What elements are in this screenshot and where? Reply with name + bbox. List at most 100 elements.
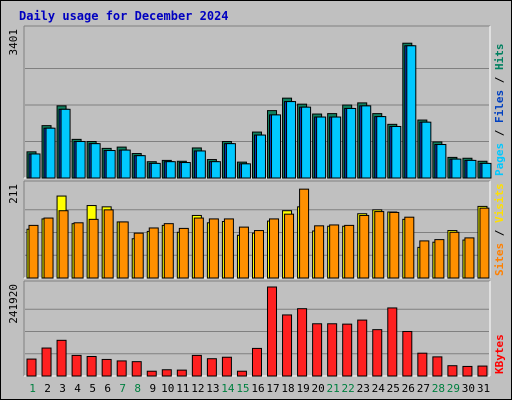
legend-part: / <box>493 123 506 143</box>
x-tick-label-day-6: 6 <box>104 382 111 395</box>
bar-pages-day-23 <box>361 105 372 179</box>
bar-sites-day-29 <box>449 231 460 279</box>
bar-pages-day-8 <box>135 155 146 179</box>
bar-kbytes-day-20 <box>312 323 323 377</box>
bar-sites-day-28 <box>434 239 445 279</box>
y-max-label-middle: 211 <box>7 184 20 204</box>
bar-pages-day-22 <box>346 107 357 179</box>
bar-sites-day-6 <box>103 209 114 279</box>
bar-sites-day-23 <box>359 214 370 279</box>
panel-middle: 211 Sites / Visits <box>7 180 506 279</box>
bar-pages-day-11 <box>180 162 191 179</box>
panel-bottom: 241920 KBytes <box>7 280 506 377</box>
x-tick-label-day-25: 25 <box>387 382 400 395</box>
bar-kbytes-day-19 <box>297 308 308 377</box>
bar-kbytes-day-24 <box>372 329 383 377</box>
x-tick-label-day-8: 8 <box>134 382 141 395</box>
bar-sites-day-12 <box>193 217 204 279</box>
bar-pages-day-30 <box>466 159 477 179</box>
bar-sites-day-8 <box>133 232 144 279</box>
bar-kbytes-day-29 <box>447 365 458 377</box>
bar-pages-day-25 <box>391 125 402 179</box>
x-tick-label-day-16: 16 <box>251 382 264 395</box>
bar-kbytes-day-30 <box>462 365 473 377</box>
x-tick-label-day-13: 13 <box>206 382 219 395</box>
bar-pages-day-12 <box>195 150 206 179</box>
bar-sites-day-21 <box>329 224 340 279</box>
x-tick-label-day-27: 27 <box>417 382 430 395</box>
y-max-label-bottom: 241920 <box>7 284 20 324</box>
bar-sites-day-2 <box>43 217 54 279</box>
bar-kbytes-day-9 <box>146 370 157 377</box>
bar-kbytes-day-21 <box>327 323 338 377</box>
bar-sites-day-17 <box>269 218 280 279</box>
x-tick-label-day-22: 22 <box>342 382 355 395</box>
bar-kbytes-day-27 <box>417 352 428 377</box>
bar-kbytes-day-14 <box>221 356 232 377</box>
bar-kbytes-day-8 <box>131 361 142 377</box>
bar-kbytes-day-13 <box>206 358 217 377</box>
bar-kbytes-day-23 <box>357 319 368 377</box>
bar-kbytes-day-15 <box>236 370 247 377</box>
bar-sites-day-5 <box>88 218 99 279</box>
chart-panels: 3401 Pages / Files / Hits 211 Sites / Visit… <box>7 25 506 377</box>
bar-kbytes-day-4 <box>71 354 82 377</box>
series-legend-middle: Sites / Visits <box>493 183 506 276</box>
bar-pages-day-4 <box>75 141 86 179</box>
bar-kbytes-day-3 <box>56 339 67 377</box>
bar-kbytes-day-1 <box>26 358 37 377</box>
bar-pages-day-16 <box>255 134 266 179</box>
legend-part: / <box>493 223 506 243</box>
series-legend-bottom: KBytes <box>493 334 506 374</box>
x-tick-label-day-12: 12 <box>191 382 204 395</box>
bar-sites-day-14 <box>223 218 234 279</box>
bar-kbytes-day-5 <box>86 356 97 377</box>
x-tick-label-day-4: 4 <box>74 382 81 395</box>
x-tick-label-day-23: 23 <box>357 382 370 395</box>
bar-sites-day-9 <box>148 227 159 279</box>
x-tick-label-day-21: 21 <box>327 382 340 395</box>
bar-kbytes-day-25 <box>387 307 398 377</box>
bar-pages-day-31 <box>481 162 492 179</box>
bar-pages-day-28 <box>436 144 447 179</box>
bar-pages-day-13 <box>210 161 221 179</box>
x-tick-label-day-3: 3 <box>59 382 66 395</box>
bar-sites-day-25 <box>389 211 400 279</box>
x-tick-label-day-2: 2 <box>44 382 51 395</box>
legend-part: KBytes <box>493 334 506 374</box>
panel-top: 3401 Pages / Files / Hits <box>7 25 506 179</box>
bar-sites-day-18 <box>284 213 295 279</box>
x-tick-label-day-17: 17 <box>266 382 279 395</box>
legend-part: Visits <box>493 183 506 223</box>
bar-sites-day-22 <box>344 224 355 279</box>
x-tick-label-day-31: 31 <box>477 382 490 395</box>
bar-pages-day-2 <box>45 127 56 179</box>
series-legend-top: Pages / Files / Hits <box>493 44 506 177</box>
bar-sites-day-26 <box>404 216 415 279</box>
bar-pages-day-19 <box>301 106 312 179</box>
bar-kbytes-day-2 <box>41 347 52 377</box>
bar-sites-day-10 <box>163 223 174 279</box>
bar-sites-day-1 <box>28 224 39 279</box>
bar-kbytes-day-6 <box>101 358 112 377</box>
bar-pages-day-7 <box>120 149 131 179</box>
bar-pages-day-5 <box>90 143 101 179</box>
bar-pages-day-15 <box>240 163 251 179</box>
bar-sites-day-15 <box>238 226 249 279</box>
bar-kbytes-day-10 <box>161 369 172 377</box>
x-tick-label-day-30: 30 <box>462 382 475 395</box>
bar-pages-day-1 <box>30 153 41 179</box>
bar-sites-day-27 <box>419 240 430 279</box>
bar-sites-day-11 <box>178 227 189 279</box>
bar-sites-day-30 <box>464 237 475 279</box>
chart-title: Daily usage for December 2024 <box>19 9 229 23</box>
bar-kbytes-day-17 <box>267 286 278 377</box>
bar-kbytes-day-11 <box>176 369 187 377</box>
bar-kbytes-day-31 <box>477 365 488 377</box>
x-tick-label-day-15: 15 <box>236 382 249 395</box>
bar-kbytes-day-28 <box>432 356 443 377</box>
x-axis-day-labels: 1 2 3 4 5 6 7 8 9 10 11 12 13 14 15 16 17 18 19 20 21 22 23 24 2… <box>29 382 490 395</box>
bar-pages-day-21 <box>331 116 342 179</box>
x-tick-label-day-5: 5 <box>89 382 96 395</box>
x-tick-label-day-7: 7 <box>119 382 126 395</box>
